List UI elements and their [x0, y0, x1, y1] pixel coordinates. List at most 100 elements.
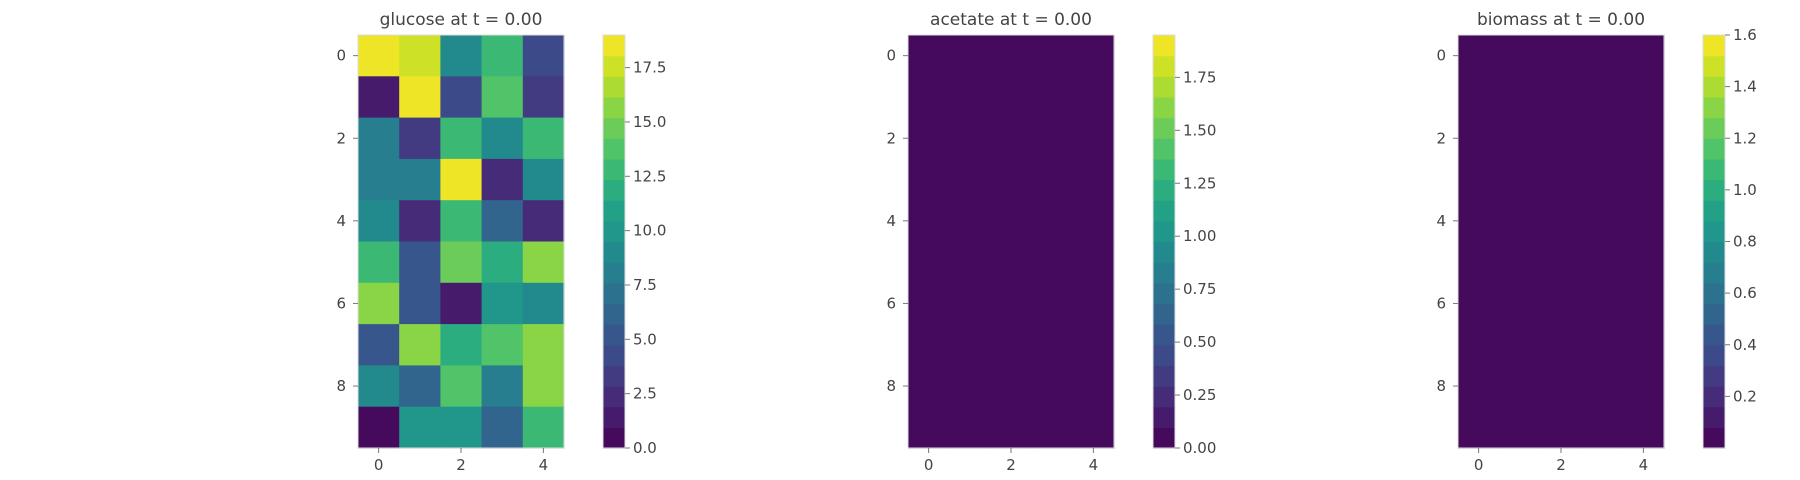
heatmap-cell	[522, 200, 565, 243]
colorbar-tick-label: 1.25	[1183, 174, 1216, 192]
heatmap-cell	[481, 365, 524, 408]
colorbar-tick-label: 0.25	[1183, 386, 1216, 404]
heatmap-cell	[949, 406, 991, 449]
colorbar-tick-label: 15.0	[633, 113, 666, 131]
heatmap-cell	[1540, 365, 1583, 408]
heatmap-cell	[1458, 117, 1500, 160]
heatmap-cell	[1072, 406, 1115, 449]
colorbar-bin	[603, 303, 625, 325]
panel-title: biomass at t = 0.00	[1477, 10, 1645, 30]
colorbar-bin	[1153, 138, 1175, 160]
heatmap-cell	[1031, 200, 1074, 243]
heatmap-cell	[949, 241, 991, 284]
heatmap-cell	[949, 324, 991, 366]
colorbar-bin	[603, 138, 625, 160]
heatmap-cell	[481, 282, 524, 325]
colorbar-tick-label: 0.8	[1733, 233, 1757, 251]
heatmap-cell	[1622, 35, 1665, 77]
x-tick-label: 4	[1089, 456, 1099, 474]
heatmap-cell	[440, 241, 483, 284]
heatmap-cell	[1622, 117, 1665, 160]
heatmap-cell	[440, 324, 483, 366]
panel-title: glucose at t = 0.00	[380, 10, 543, 30]
colorbar-bin	[603, 35, 625, 57]
heatmap-cell	[440, 158, 483, 201]
heatmap-cell	[1458, 282, 1500, 325]
heatmap-cell	[1622, 365, 1665, 408]
heatmap-cell	[1458, 365, 1500, 408]
heatmap-cell	[949, 282, 991, 325]
heatmap-cell	[399, 117, 441, 160]
heatmap-cell	[990, 324, 1033, 366]
heatmap-cell	[358, 158, 400, 201]
heatmap-cell	[399, 76, 441, 119]
heatmap-cell	[990, 35, 1033, 77]
heatmap-cell	[949, 117, 991, 160]
heatmap-cell	[1031, 406, 1074, 449]
heatmap-cell	[1499, 76, 1541, 119]
colorbar-tick-label: 0.00	[1183, 439, 1216, 457]
colorbar-bin	[1153, 427, 1175, 449]
heatmap-cell	[1031, 241, 1074, 284]
colorbar-bin	[1153, 386, 1175, 408]
heatmap-cell	[1540, 158, 1583, 201]
y-tick-label: 8	[336, 377, 346, 395]
heatmap-cell	[1622, 76, 1665, 119]
heatmap-cell	[1072, 158, 1115, 201]
heatmap-cell	[949, 158, 991, 201]
heatmap-cell	[1031, 117, 1074, 160]
colorbar-bin	[603, 55, 625, 77]
colorbar-bin	[603, 241, 625, 263]
heatmap-cell	[1581, 324, 1624, 366]
heatmap-cell	[358, 365, 400, 408]
colorbar-bin	[1703, 179, 1725, 201]
x-tick-label: 0	[374, 456, 384, 474]
y-tick-label: 4	[886, 212, 896, 230]
x-tick-label: 0	[1474, 456, 1484, 474]
heatmap-cell	[908, 158, 950, 201]
heatmap-cell	[1540, 282, 1583, 325]
colorbar-bin	[1153, 303, 1175, 325]
heatmap-cell	[440, 365, 483, 408]
colorbar-tick-label: 0.6	[1733, 284, 1757, 302]
heatmap-cell	[1540, 35, 1583, 77]
heatmap-cell	[908, 35, 950, 77]
heatmap-cell	[990, 282, 1033, 325]
heatmap-cell	[1540, 76, 1583, 119]
colorbar-tick-label: 5.0	[633, 330, 657, 348]
colorbar-bin	[1703, 117, 1725, 139]
heatmap-cell	[481, 324, 524, 366]
colorbar-bin	[603, 262, 625, 284]
heatmap-cell	[990, 406, 1033, 449]
colorbar-bin	[603, 158, 625, 181]
heatmap-cell	[949, 365, 991, 408]
colorbar-tick-label: 10.0	[633, 222, 666, 240]
heatmap-cell	[1499, 241, 1541, 284]
heatmap-cell	[399, 406, 441, 449]
heatmap-cell	[908, 76, 950, 119]
y-tick-label: 0	[886, 47, 896, 65]
colorbar-frame	[1152, 34, 1176, 449]
panel-title: acetate at t = 0.00	[930, 10, 1092, 30]
colorbar-bin	[1703, 406, 1725, 428]
heatmap-cell	[1072, 35, 1115, 77]
colorbar-bin	[603, 200, 625, 222]
colorbar-bin	[1703, 35, 1725, 57]
y-tick-label: 4	[336, 212, 346, 230]
heatmap-cell	[1072, 365, 1115, 408]
heatmap-cell	[990, 241, 1033, 284]
y-tick-label: 2	[1436, 129, 1446, 147]
y-tick-label: 0	[336, 47, 346, 65]
colorbar-bin	[1703, 138, 1725, 160]
heatmap-cell	[1622, 200, 1665, 243]
colorbar-bin	[1703, 262, 1725, 284]
x-tick-label: 2	[456, 456, 466, 474]
heatmap-cell	[522, 117, 565, 160]
y-tick-label: 2	[886, 129, 896, 147]
heatmap-cell	[1499, 35, 1541, 77]
heatmap-cell	[1622, 324, 1665, 366]
heatmap-cell	[908, 241, 950, 284]
heatmap-cell	[1581, 241, 1624, 284]
colorbar-bin	[1703, 282, 1725, 305]
heatmap-cell	[1581, 35, 1624, 77]
